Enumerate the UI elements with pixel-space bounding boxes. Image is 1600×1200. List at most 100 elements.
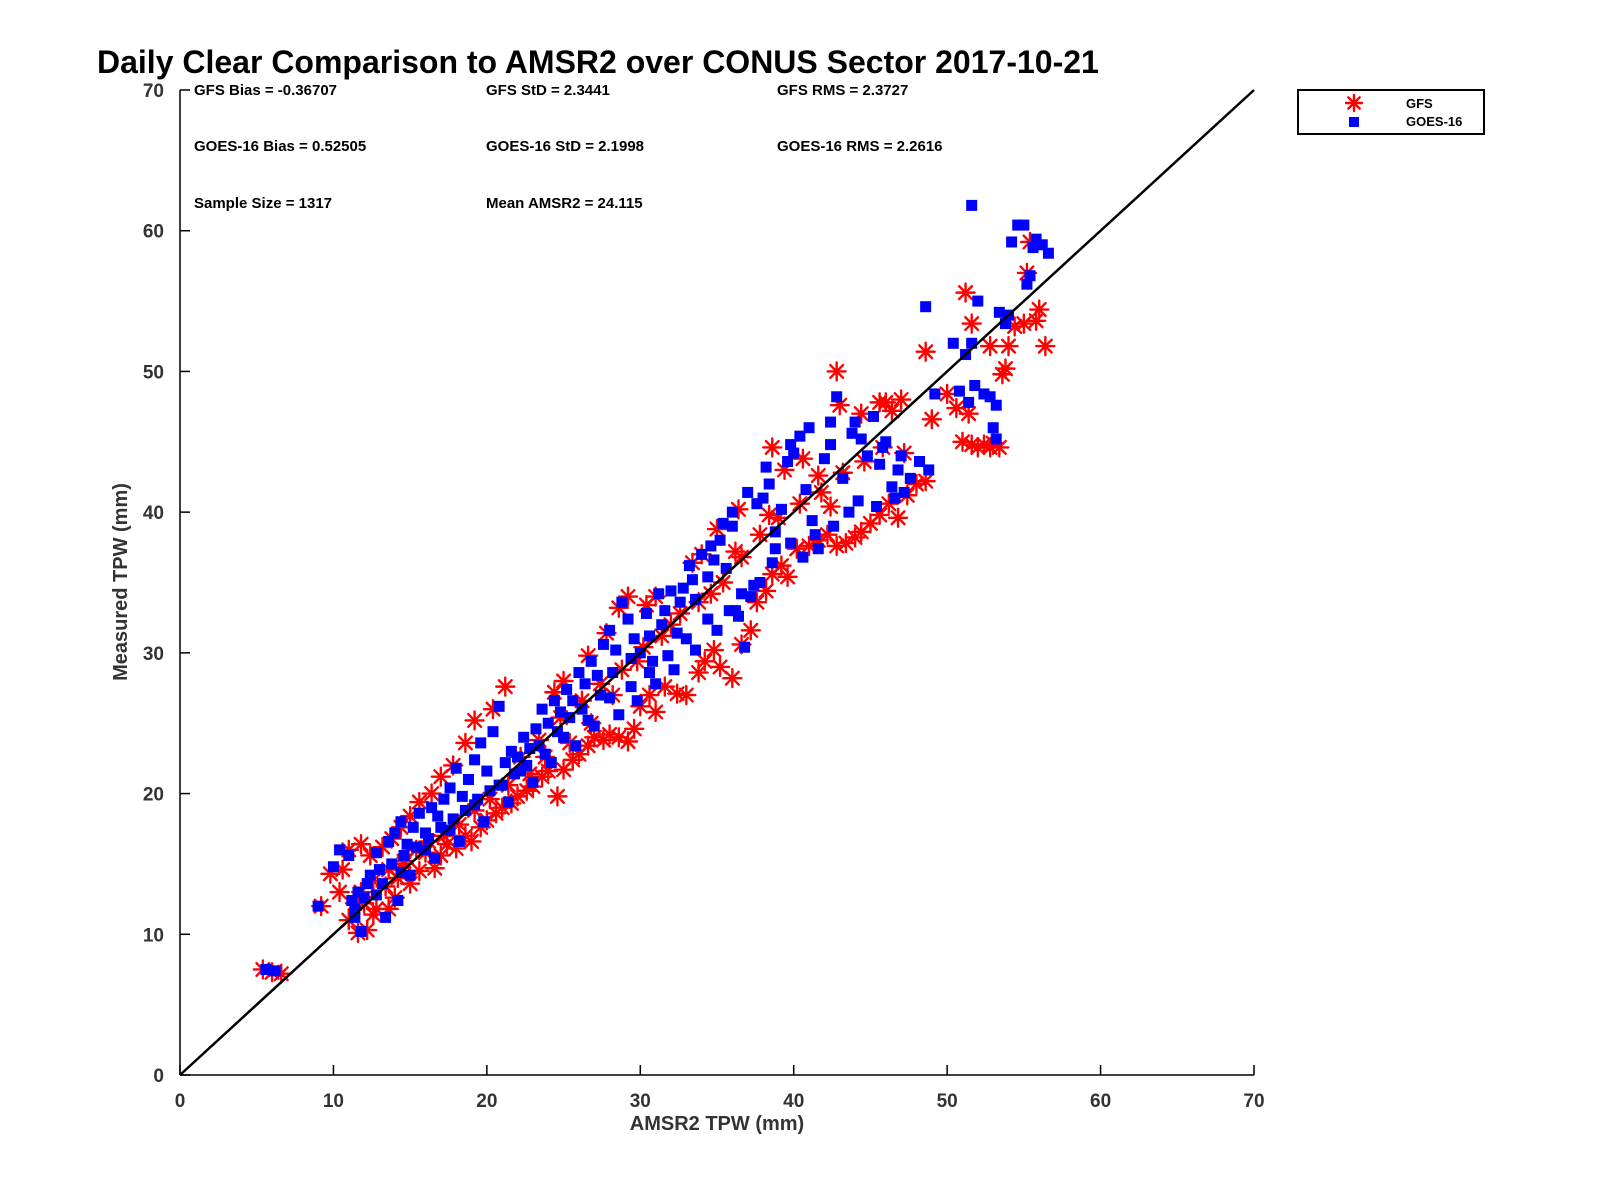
goes16-point — [861, 450, 873, 462]
goes16-point — [1030, 233, 1042, 245]
gfs-rms-stat: GFS RMS = 2.3727 — [777, 82, 908, 99]
goes16-point — [880, 436, 892, 448]
goes16-point — [349, 903, 361, 915]
legend-goes16-marker — [1349, 117, 1359, 127]
goes16-point — [343, 849, 355, 861]
goes16-point — [573, 667, 585, 679]
goes16-point — [631, 695, 643, 707]
gfs-point — [329, 881, 350, 903]
goes16-point — [419, 827, 431, 839]
goes16-point — [966, 337, 978, 349]
gfs-point — [881, 400, 903, 422]
goes16-point — [754, 577, 766, 588]
y-tick-label: 10 — [143, 925, 164, 946]
goes16-point — [447, 813, 459, 825]
gfs-point — [703, 639, 725, 661]
goes16-point — [352, 886, 364, 898]
stats-block: GFS Bias = -0.36707 GFS StD = 2.3441 GFS… — [194, 82, 943, 212]
goes16-point — [889, 492, 901, 504]
goes16-point — [972, 295, 984, 307]
y-tick-label: 50 — [143, 362, 164, 383]
goes16-point — [990, 399, 1002, 411]
goes16-point — [462, 774, 474, 785]
goes16-point — [677, 582, 689, 594]
goes16-point — [346, 895, 358, 907]
legend-box — [1297, 89, 1485, 135]
goes16-point — [690, 593, 702, 605]
axes: 0 10 20 30 40 50 60 70 0 10 20 30 40 50 60 70 — [143, 81, 1265, 1112]
legend: GFS GOES-16 — [1297, 89, 1485, 135]
goes16-point — [990, 433, 1002, 445]
goes16-point — [472, 793, 484, 805]
goes16-point — [616, 596, 628, 608]
x-tick-label: 70 — [1243, 1091, 1264, 1112]
gfs-point — [651, 625, 672, 647]
gfs-point — [461, 831, 482, 852]
gfs-point — [623, 718, 645, 740]
gfs-point — [430, 766, 452, 787]
goes16-point — [769, 526, 781, 538]
x-tick-label: 30 — [630, 1091, 651, 1112]
goes16-point — [558, 731, 570, 743]
goes16-point — [407, 821, 419, 833]
goes16-point — [539, 748, 551, 760]
goes16-point — [806, 515, 818, 527]
goes16-point — [920, 301, 932, 313]
gfs-point — [875, 392, 896, 413]
goes16-point — [1018, 219, 1030, 231]
goes16-point — [613, 709, 625, 721]
goes16-point — [334, 844, 346, 856]
goes16-point — [432, 810, 444, 822]
goes16-point — [1042, 247, 1054, 259]
goes16-point — [625, 681, 637, 693]
goes16-point — [904, 472, 916, 484]
gfs-point — [820, 496, 841, 517]
goes16-point — [453, 835, 465, 847]
goes16-point — [723, 605, 735, 617]
goes16-point — [914, 455, 926, 467]
goes16-point — [373, 864, 385, 876]
goes16-point — [650, 678, 662, 690]
gfs-point — [758, 504, 780, 526]
goes16-point — [435, 821, 447, 833]
goes16-point — [702, 613, 714, 625]
goes16-point — [711, 624, 723, 636]
goes-rms-stat: GOES-16 RMS = 2.2616 — [777, 138, 943, 155]
gfs-point — [363, 904, 384, 925]
goes16-point — [849, 416, 861, 428]
goes16-point — [312, 900, 324, 912]
goes16-point — [591, 669, 603, 681]
gfs-point — [995, 358, 1016, 379]
gfs-point — [725, 541, 746, 562]
gfs-point — [749, 524, 771, 545]
gfs-point — [998, 335, 1019, 357]
y-tick-label: 30 — [143, 644, 164, 665]
x-tick-label: 60 — [1090, 1091, 1111, 1112]
goes16-point — [518, 731, 530, 743]
goes16-point — [610, 644, 622, 656]
goes16-series — [260, 199, 1054, 977]
legend-gfs-marker — [1344, 93, 1364, 113]
goes16-point — [1024, 270, 1036, 282]
goes16-point — [643, 630, 655, 642]
goes16-point — [788, 447, 800, 459]
goes16-point — [604, 624, 616, 636]
sample-size-stat: Sample Size = 1317 — [194, 195, 332, 212]
goes16-point — [852, 495, 864, 507]
goes16-point — [450, 762, 462, 774]
goes16-point — [987, 422, 999, 434]
y-axis-label: Measured TPW (mm) — [110, 483, 132, 681]
goes16-point — [732, 610, 744, 622]
gfs-point — [946, 397, 967, 419]
goes16-point — [395, 816, 407, 828]
goes16-point — [984, 391, 996, 403]
goes16-point — [923, 464, 935, 476]
gfs-point — [921, 409, 942, 430]
goes16-point — [769, 543, 781, 555]
goes16-point — [481, 765, 493, 777]
goes16-point — [717, 517, 729, 529]
goes16-point — [493, 779, 505, 791]
goes16-point — [809, 529, 821, 541]
